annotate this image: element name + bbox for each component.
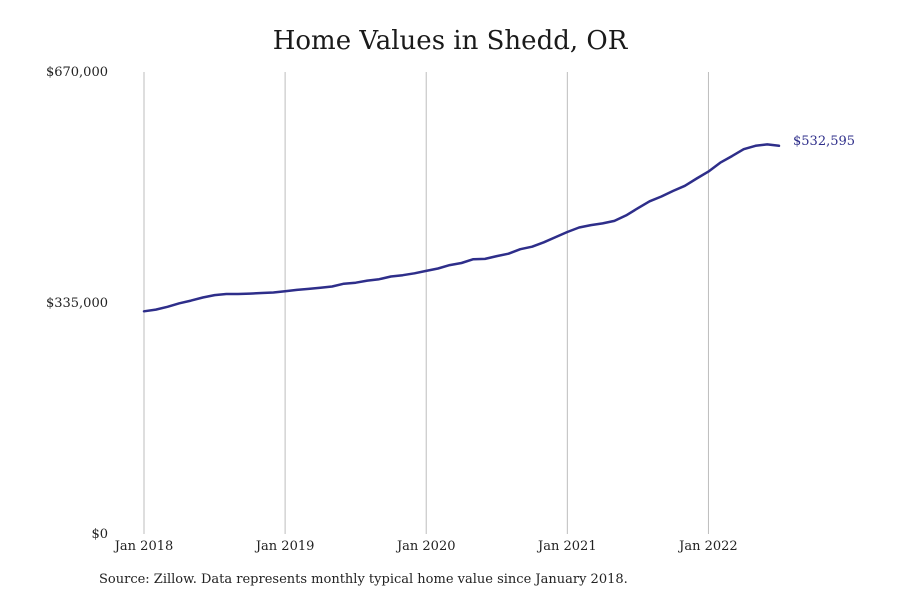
grid-lines (143, 72, 709, 534)
end-value-label: $532,595 (793, 134, 855, 149)
source-note: Source: Zillow. Data represents monthly … (99, 572, 628, 587)
x-axis: Jan 2018 Jan 2019 Jan 2020 Jan 2021 Jan 2022 (113, 539, 738, 554)
series-layer (142, 143, 781, 313)
y-tick-label: $335,000 (46, 296, 108, 311)
x-tick-label: Jan 2020 (395, 539, 456, 554)
x-tick-label: Jan 2021 (536, 539, 597, 554)
chart-title: Home Values in Shedd, OR (272, 26, 628, 56)
y-axis: $0 $335,000 $670,000 (46, 65, 108, 542)
end-label-group: $532,595 (793, 134, 855, 149)
y-tick-label: $0 (91, 527, 108, 542)
series-line (142, 143, 781, 313)
x-tick-label: Jan 2018 (113, 539, 174, 554)
x-tick-label: Jan 2019 (254, 539, 315, 554)
y-tick-label: $670,000 (46, 65, 108, 80)
x-tick-label: Jan 2022 (677, 539, 738, 554)
